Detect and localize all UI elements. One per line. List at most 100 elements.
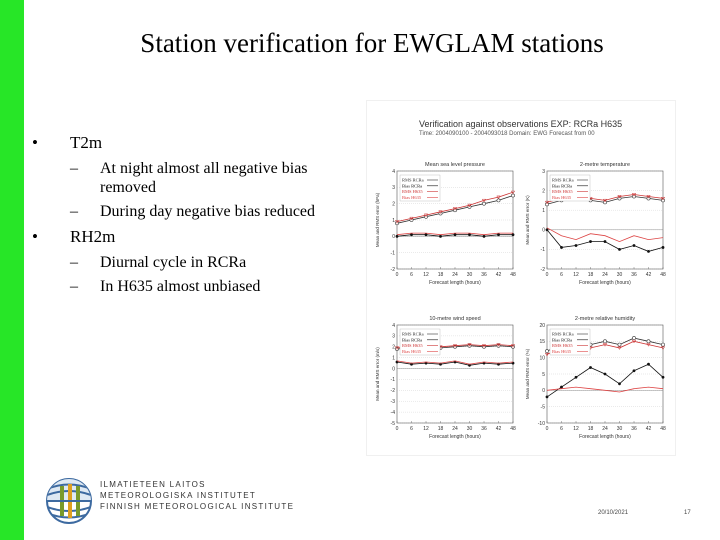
data-point [574, 244, 578, 247]
x-tick-label: 30 [617, 426, 623, 432]
chart-title: 2-metre temperature [580, 162, 630, 168]
dash-icon: – [70, 278, 78, 295]
data-point [646, 343, 651, 347]
y-tick-label: -1 [541, 247, 546, 253]
data-point [632, 369, 636, 373]
x-axis-label: Forecast length (hours) [579, 280, 631, 286]
slide-title: Station verification for EWGLAM stations [140, 28, 604, 58]
dash-icon: – [70, 160, 78, 177]
chart-panel-t2m: 2-metre temperature -2 -1 0 1 2 3 0 6 12 18 24 30 36 4… [523, 157, 671, 297]
x-tick-label: 42 [646, 272, 652, 278]
verification-figure: Verification against observations EXP: R… [366, 100, 676, 456]
data-point [395, 234, 399, 238]
bullet-rh2m: • RH2m [30, 226, 360, 247]
chart-title: Mean sea level pressure [425, 162, 485, 168]
y-tick-label: -2 [541, 267, 546, 273]
y-tick-label: 3 [542, 169, 545, 175]
x-tick-label: 0 [546, 426, 549, 432]
data-point [496, 343, 501, 347]
x-tick-label: 18 [438, 272, 444, 278]
x-tick-label: 36 [481, 426, 487, 432]
data-point [631, 193, 637, 197]
sub-bullet: – At night almost all negative bias remo… [30, 159, 360, 197]
series-line-3 [546, 386, 664, 393]
x-tick-label: 6 [560, 272, 563, 278]
series-line-3 [396, 232, 513, 236]
data-point [496, 195, 501, 200]
legend-label: RMS H635 [552, 343, 573, 348]
legend-label: Bias H635 [402, 349, 422, 354]
x-tick-label: 48 [510, 272, 516, 278]
y-tick-label: 15 [539, 339, 545, 345]
y-tick-label: 0 [392, 366, 395, 372]
x-tick-label: 30 [467, 272, 473, 278]
data-point [646, 195, 651, 199]
chart-title: 2-metre relative humidity [575, 316, 635, 322]
sub-bullet-text: At night almost all negative bias remove… [100, 160, 308, 196]
data-point [424, 233, 428, 237]
data-point [618, 248, 621, 251]
y-tick-label: 0 [542, 228, 545, 234]
data-point [439, 234, 442, 238]
sub-bullet-text: During day negative bias reduced [100, 203, 316, 220]
x-axis-label: Forecast length (hours) [579, 434, 631, 440]
data-point [647, 362, 650, 366]
series-line-1 [546, 363, 664, 398]
data-point [632, 244, 636, 247]
data-point [617, 342, 622, 347]
data-point [660, 196, 666, 201]
bullet-label: RH2m [70, 227, 116, 246]
x-tick-label: 0 [396, 272, 399, 278]
data-point [603, 240, 607, 243]
data-point [496, 198, 501, 203]
x-tick-label: 12 [423, 426, 429, 432]
x-tick-label: 42 [496, 272, 502, 278]
x-tick-label: 24 [452, 272, 458, 278]
logo-line-sv: METEOROLOGISKA INSTITUTET [100, 491, 257, 500]
y-tick-label: 20 [539, 323, 545, 329]
chart-panel-wind: 10-metre wind speed -5 -4 -3 -2 -1 0 1 2 3 4 0 6 12 18… [373, 311, 521, 451]
chart-rh2m: 2-metre relative humidity -10 -5 0 5 10 15 20 0 6… [525, 316, 666, 440]
x-tick-label: 12 [573, 272, 579, 278]
x-tick-label: 36 [631, 426, 637, 432]
sub-bullet: – Diurnal cycle in RCRa [30, 253, 360, 272]
data-point [589, 366, 592, 369]
data-point [453, 233, 457, 237]
y-tick-label: 2 [392, 201, 395, 207]
data-point [482, 234, 486, 238]
legend-label: Bias H635 [552, 195, 572, 200]
data-point [603, 372, 607, 376]
y-tick-label: 0 [392, 234, 395, 240]
legend-box [549, 328, 591, 356]
y-tick-label: 0 [542, 388, 545, 394]
y-tick-label: 3 [392, 334, 395, 340]
data-point [423, 213, 429, 218]
sub-bullet-text: In H635 almost unbiased [100, 278, 261, 295]
y-tick-label: -3 [391, 399, 396, 405]
y-tick-label: 4 [392, 323, 395, 329]
x-tick-label: 42 [496, 426, 502, 432]
series-line-3 [396, 360, 514, 365]
data-point [661, 342, 665, 347]
chart-panel-mslp: Mean sea level pressure -2 -1 0 1 2 3 4 0 6 12 18 24… [373, 157, 521, 297]
y-tick-label: -1 [391, 377, 396, 383]
y-axis-label: Mean and RMS error (%) [525, 348, 530, 399]
y-tick-label: -5 [541, 404, 546, 410]
data-point [410, 233, 413, 237]
series-line-3 [546, 227, 664, 243]
legend-label: Bias RCRa [402, 183, 422, 188]
data-point [632, 336, 636, 340]
logo-line-fi: ILMATIETEEN LAITOS [100, 480, 206, 489]
y-tick-label: 1 [392, 355, 395, 361]
x-tick-label: 12 [573, 426, 579, 432]
data-point [545, 349, 549, 354]
x-tick-label: 6 [410, 272, 413, 278]
y-axis-label: Mean and RMS error (hPa) [375, 192, 380, 247]
legend-label: RMS RCRa [552, 332, 574, 337]
y-axis-label: Mean and RMS error (K) [525, 195, 530, 245]
x-axis-label: Forecast length (hours) [429, 280, 481, 286]
data-point [410, 362, 413, 366]
legend-label: RMS RCRa [402, 332, 424, 337]
